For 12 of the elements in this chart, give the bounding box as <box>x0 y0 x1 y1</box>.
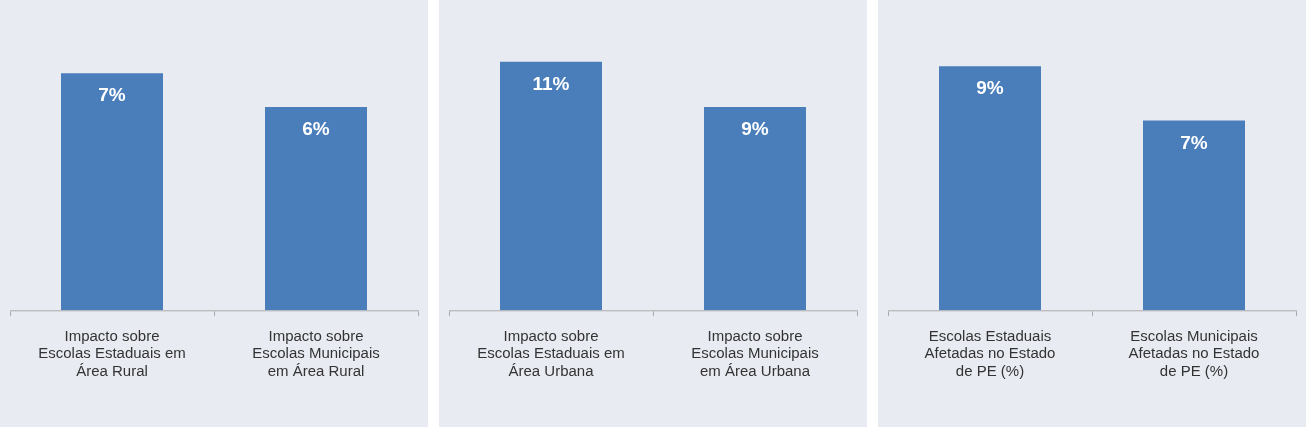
data-label: 6% <box>302 118 331 139</box>
x-tick-label: Impacto sobre Escolas Estaduais em Área Rural <box>38 327 186 379</box>
data-label: 11% <box>532 73 570 94</box>
data-label: 7% <box>98 84 127 106</box>
x-tick-label: Impacto sobre Escolas Estaduais em Área Urbana <box>477 327 625 379</box>
data-label: 7% <box>1180 131 1209 153</box>
x-tick-label: Escolas Municipais Afetadas no Estado de PE (%) <box>1128 327 1260 379</box>
data-label: 9% <box>741 118 770 139</box>
x-tick-label: Impacto sobre Escolas Municipais em Área Urbana <box>691 327 819 379</box>
x-tick-label: Escolas Estaduais Afetadas no Estado de PE (%) <box>924 327 1056 379</box>
data-label: 9% <box>976 77 1005 99</box>
x-tick-label: Impacto sobre Escolas Municipais em Área Rural <box>252 327 380 379</box>
